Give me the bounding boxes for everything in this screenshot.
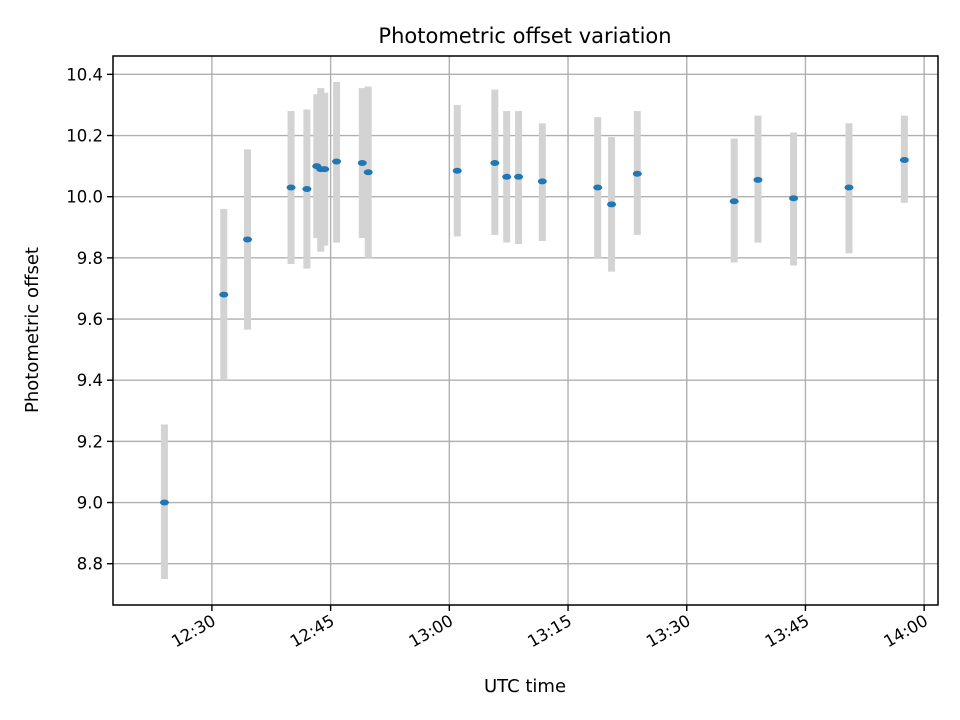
data-point xyxy=(243,236,253,243)
data-point xyxy=(159,499,169,506)
plot-frame xyxy=(112,55,939,606)
y-tick-label: 8.8 xyxy=(77,555,103,574)
x-tick-label: 13:45 xyxy=(762,611,813,651)
data-point xyxy=(452,167,462,174)
grid xyxy=(113,56,938,605)
data-point xyxy=(593,184,603,191)
x-tick-label: 12:45 xyxy=(287,611,338,651)
x-tick-label: 13:15 xyxy=(524,611,575,651)
data-point xyxy=(320,166,330,173)
data-point xyxy=(332,158,342,165)
data-point xyxy=(514,173,524,180)
data-point xyxy=(632,170,642,177)
data-point xyxy=(537,178,547,185)
y-axis-label: Photometric offset xyxy=(22,247,43,413)
data-point xyxy=(899,156,909,163)
data-point xyxy=(363,169,373,176)
x-tick-label: 14:00 xyxy=(880,611,931,651)
data-point xyxy=(286,184,296,191)
data-points xyxy=(159,156,909,506)
x-tick-label: 13:30 xyxy=(643,611,694,651)
y-tick-label: 9.0 xyxy=(77,494,103,513)
y-tick-label: 10.2 xyxy=(66,127,103,146)
data-point xyxy=(219,291,229,298)
data-point xyxy=(357,160,367,167)
data-point xyxy=(607,201,617,208)
data-point xyxy=(789,195,799,202)
y-tick-label: 10.4 xyxy=(66,65,103,84)
data-point xyxy=(729,198,739,205)
x-axis-label: UTC time xyxy=(484,676,566,697)
data-point xyxy=(753,176,763,183)
y-tick-label: 9.4 xyxy=(77,371,103,390)
x-tick-label: 12:30 xyxy=(168,611,219,651)
y-tick-label: 9.8 xyxy=(77,249,103,268)
chart-title: Photometric offset variation xyxy=(378,24,671,48)
y-tick-label: 10.0 xyxy=(66,188,103,207)
error-bars xyxy=(160,81,908,580)
data-point xyxy=(502,173,512,180)
y-tick-label: 9.2 xyxy=(77,432,103,451)
data-point xyxy=(490,160,500,167)
x-tick-label: 13:00 xyxy=(406,611,457,651)
data-point xyxy=(844,184,854,191)
y-tick-label: 9.6 xyxy=(77,310,103,329)
data-point xyxy=(302,186,312,193)
